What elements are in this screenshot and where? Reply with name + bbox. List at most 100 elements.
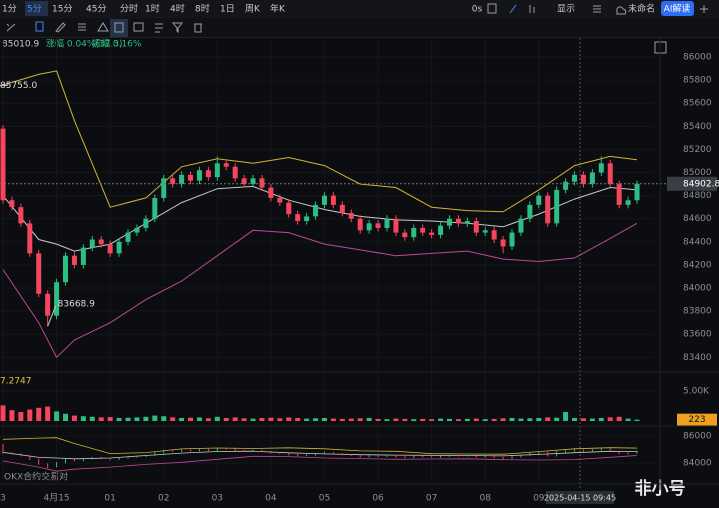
candle-body xyxy=(580,174,586,185)
timeframe[interactable]: 4时 xyxy=(170,3,185,15)
band-line xyxy=(2,70,638,213)
drawing-toolbar-bg xyxy=(0,18,719,38)
icon-indicator[interactable] xyxy=(529,5,535,13)
volume-bar xyxy=(580,418,586,421)
timeframe[interactable]: 1时 xyxy=(145,3,160,15)
countdown[interactable]: 0s xyxy=(472,5,483,15)
x-tick-label: 07 xyxy=(426,494,437,504)
timeframe[interactable]: 8时 xyxy=(195,3,210,15)
candle-body xyxy=(411,227,417,238)
candle-body xyxy=(89,239,95,248)
candle-body xyxy=(63,255,69,283)
tool-pen[interactable] xyxy=(55,22,66,33)
volume-bar xyxy=(411,419,417,421)
y-tick-label: 85800 xyxy=(683,76,712,86)
tool-active-bg[interactable] xyxy=(110,19,128,37)
candle-body xyxy=(304,216,310,222)
tool-line[interactable] xyxy=(6,23,16,32)
y-tick-label: 84800 xyxy=(683,191,712,201)
y-tick-label: 85200 xyxy=(683,145,712,155)
icon-pen[interactable] xyxy=(509,4,517,14)
volume-bar xyxy=(500,418,506,421)
timeframe[interactable]: 15分 xyxy=(52,4,72,15)
candle-body xyxy=(402,232,408,238)
candle-body xyxy=(518,218,524,233)
candle-body xyxy=(357,218,363,231)
ai-button[interactable]: AI解读 xyxy=(664,3,691,15)
candle-body xyxy=(268,187,274,198)
x-tick-label: 02 xyxy=(158,494,169,504)
timeframe[interactable]: 1日 xyxy=(220,4,235,15)
volume-bar xyxy=(509,418,515,421)
volume-bar xyxy=(634,419,640,421)
display-menu[interactable]: 显示 xyxy=(557,4,575,15)
volume-bar xyxy=(598,418,604,421)
timeframe[interactable]: 45分 xyxy=(86,4,106,15)
candle-body xyxy=(152,197,158,219)
y-tick-label: 85600 xyxy=(683,99,712,109)
volume-bar xyxy=(241,418,247,421)
x-tick-label: 3 xyxy=(0,494,6,504)
volume-bar xyxy=(563,412,569,421)
candle-body xyxy=(196,170,202,181)
timeframe-selected-bg[interactable] xyxy=(25,1,48,16)
timeframe[interactable]: 1分 xyxy=(2,4,17,15)
tool-filter[interactable] xyxy=(171,22,184,34)
y-tick-label: 83400 xyxy=(683,353,712,363)
timeframe[interactable]: 年K xyxy=(270,3,286,15)
y-tick-label: 83800 xyxy=(683,307,712,317)
icon-menu[interactable] xyxy=(593,5,601,13)
volume-tick-label: 5.00K xyxy=(683,387,710,397)
candle-body xyxy=(598,163,604,173)
candle-body xyxy=(625,200,631,205)
volume-bar xyxy=(268,417,274,421)
volume-bar xyxy=(482,419,488,421)
tool-screenshot[interactable] xyxy=(133,22,144,32)
volume-bar xyxy=(366,418,372,421)
candle-body xyxy=(375,223,381,228)
volume-bar xyxy=(277,418,283,421)
candle-body xyxy=(54,282,60,316)
volume-bar xyxy=(545,417,551,421)
layout-name[interactable]: 未命名 xyxy=(628,3,655,15)
volume-bar xyxy=(447,418,452,421)
volume-bar xyxy=(518,418,524,421)
tool-select[interactable] xyxy=(35,21,44,32)
candle-body xyxy=(509,232,515,247)
volume-bar xyxy=(89,416,95,421)
x-tick-label: 01 xyxy=(104,494,115,504)
volume-bar xyxy=(223,418,229,421)
volume-bar xyxy=(375,418,381,421)
candle-body xyxy=(277,197,283,203)
overview-tick-label: 84000 xyxy=(683,459,712,469)
last-volume-tag: 223 xyxy=(688,415,705,425)
tool-delete[interactable] xyxy=(194,23,202,33)
timeframe[interactable]: 5分 xyxy=(27,4,42,15)
timeframe[interactable]: 分时 xyxy=(120,3,138,15)
candle-body xyxy=(0,128,6,201)
tool-lock[interactable] xyxy=(114,22,124,33)
icon-camera[interactable] xyxy=(487,3,497,14)
icon-cloud[interactable] xyxy=(616,6,627,15)
candle-body xyxy=(330,195,336,205)
tool-shape[interactable] xyxy=(97,22,109,32)
volume-bar xyxy=(357,418,363,421)
candle-body xyxy=(27,223,33,254)
volume-bar xyxy=(152,415,158,421)
icon-settings[interactable] xyxy=(700,5,708,13)
volume-bar xyxy=(384,419,390,421)
volume-bar xyxy=(554,417,560,421)
ai-button-bg[interactable] xyxy=(661,1,694,16)
tool-text[interactable] xyxy=(155,23,163,33)
tool-fib[interactable] xyxy=(78,23,86,31)
timeframe[interactable]: 周K xyxy=(245,4,261,15)
candle-body xyxy=(554,189,560,224)
info-amplitude: 振幅 0.16% xyxy=(92,38,142,50)
volume-bar xyxy=(205,418,211,421)
candle-body xyxy=(527,204,533,219)
candle-body xyxy=(80,247,86,265)
volume-bar xyxy=(0,405,6,421)
overview-tick-label: 86000 xyxy=(683,432,712,442)
